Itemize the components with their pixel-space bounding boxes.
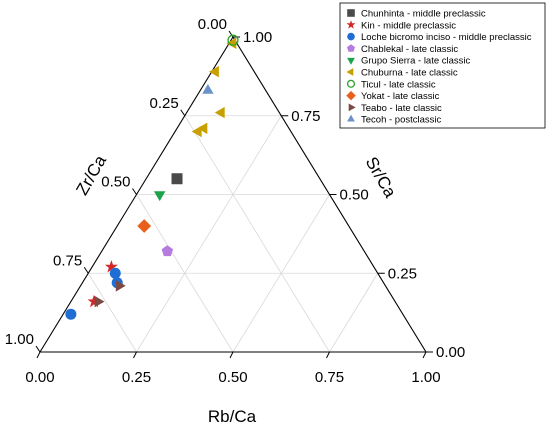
legend-marker-0: [347, 9, 355, 17]
tick-label-rb: 0.50: [218, 369, 247, 386]
legend-marker-7: [346, 90, 356, 101]
legend-marker-1: [346, 20, 356, 29]
data-point-s6-p0: [227, 34, 239, 46]
legend-label-1: Kin - middle preclassic: [361, 20, 456, 31]
tick-mark-rb: [133, 351, 137, 359]
tick-mark-zr: [35, 345, 41, 353]
tick-label-rb: 1.00: [411, 369, 440, 386]
grid-line-rb: [329, 273, 379, 353]
tick-mark-rb: [422, 351, 427, 359]
data-point-s5-p1: [197, 122, 208, 135]
legend-marker-6: [346, 79, 356, 88]
data-point-s3-p0: [161, 245, 174, 257]
tick-label-zr: 0.25: [150, 95, 179, 112]
grid-line-zr: [87, 273, 137, 353]
tick-mark-zr: [228, 30, 234, 38]
tick-label-zr: 1.00: [5, 331, 34, 348]
tick-mark-rb: [326, 351, 330, 359]
data-point-s4-p0: [153, 191, 166, 202]
data-point-s8-p0: [115, 280, 126, 292]
legend-label-0: Chunhinta - middle preclassic: [361, 9, 486, 20]
legend-label-4: Grupo Sierra - late classic: [361, 56, 471, 67]
legend-label-5: Chuburna - late classic: [361, 68, 458, 79]
tick-label-sr: 0.25: [388, 265, 417, 282]
data-point-s2-p0: [109, 267, 121, 279]
data-point-s8-p1: [94, 295, 105, 308]
grid-line-zr: [136, 194, 234, 353]
data-point-s5-p3: [226, 37, 237, 49]
legend-marker-3: [347, 44, 355, 52]
tick-label-zr: 0.75: [53, 252, 82, 269]
tick-label-zr: 0.50: [101, 174, 130, 191]
tick-label-sr: 0.00: [436, 344, 465, 361]
legend-label-7: Yokat - late classic: [361, 91, 440, 102]
tick-marks: [35, 30, 433, 359]
tick-label-rb: 0.75: [315, 369, 344, 386]
tick-label-rb: 0.00: [25, 369, 54, 386]
tick-label-sr: 0.50: [340, 187, 369, 204]
legend-marker-5: [346, 68, 354, 76]
legend-label-3: Chablekal - late classic: [361, 44, 458, 55]
tick-label-rb: 0.25: [122, 369, 151, 386]
data-point-s0-p0: [171, 173, 183, 185]
data-point-s1-p1: [87, 294, 101, 308]
legend-label-2: Loche bicromo inciso - middle preclassic: [361, 32, 532, 43]
tick-label-sr: 0.75: [291, 108, 320, 125]
data-point-s5-p4: [209, 65, 219, 78]
legend-label-8: Teabo - late classic: [361, 103, 442, 114]
axis-title-rb: Rb/Ca: [208, 407, 257, 426]
legend-marker-9: [347, 114, 355, 122]
data-point-s9-p0: [202, 84, 214, 94]
data-point-s1-p0: [104, 260, 118, 273]
data-point-s7-p0: [137, 219, 152, 233]
legend-label-9: Tecoh - postclassic: [361, 115, 442, 126]
legend-box: [339, 2, 546, 129]
grid-line-rb: [232, 194, 330, 353]
tick-label-zr: 0.00: [198, 16, 227, 33]
legend-marker-8: [348, 103, 356, 112]
tick-mark-zr: [132, 188, 137, 195]
tick-mark-rb: [229, 351, 234, 359]
legend-marker-2: [347, 32, 355, 41]
data-point-s5-p2: [191, 125, 202, 138]
grid-line-zr: [184, 115, 330, 353]
tick-label-sr: 1.00: [243, 29, 272, 46]
grid-line-rb: [136, 115, 282, 353]
data-point-s5-p0: [214, 106, 225, 119]
tick-labels: 0.00 0.00 0.00 0.25 0.25 0.25 0.50 0.50 0.50 0.75…: [5, 16, 465, 386]
tick-mark-zr: [180, 109, 186, 117]
tick-mark-zr: [83, 266, 89, 274]
data-point-s2-p2: [65, 308, 77, 320]
tick-mark-rb: [36, 351, 41, 359]
grid-lines: [87, 115, 379, 353]
data-points: [65, 34, 239, 320]
legend-marker-4: [347, 57, 355, 65]
legend-label-6: Ticul - late classic: [361, 79, 436, 90]
